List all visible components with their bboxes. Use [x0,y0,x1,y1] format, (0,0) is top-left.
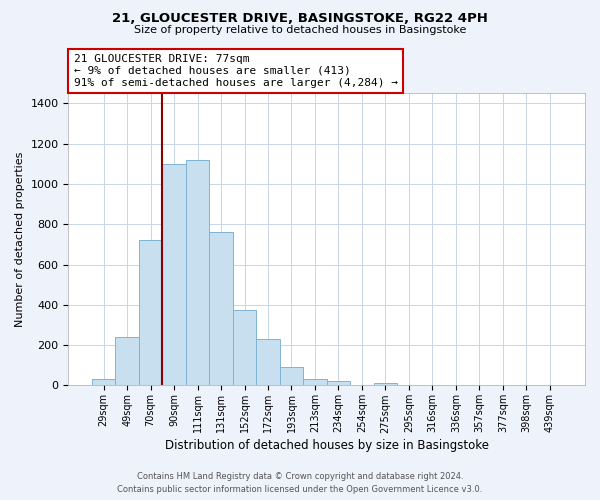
Bar [92,380,115,386]
Bar [256,339,280,386]
Bar [115,337,139,386]
Text: 21 GLOUCESTER DRIVE: 77sqm
← 9% of detached houses are smaller (413)
91% of semi: 21 GLOUCESTER DRIVE: 77sqm ← 9% of detac… [74,54,398,88]
Bar [280,368,303,386]
Bar [327,382,350,386]
Text: Contains HM Land Registry data © Crown copyright and database right 2024.
Contai: Contains HM Land Registry data © Crown c… [118,472,482,494]
Bar [374,384,397,386]
Y-axis label: Number of detached properties: Number of detached properties [15,152,25,327]
Text: Size of property relative to detached houses in Basingstoke: Size of property relative to detached ho… [134,25,466,35]
Bar [303,380,327,386]
Text: 21, GLOUCESTER DRIVE, BASINGSTOKE, RG22 4PH: 21, GLOUCESTER DRIVE, BASINGSTOKE, RG22 … [112,12,488,26]
Bar [163,164,186,386]
X-axis label: Distribution of detached houses by size in Basingstoke: Distribution of detached houses by size … [165,440,489,452]
Bar [209,232,233,386]
Bar [139,240,163,386]
Bar [233,310,256,386]
Bar [186,160,209,386]
